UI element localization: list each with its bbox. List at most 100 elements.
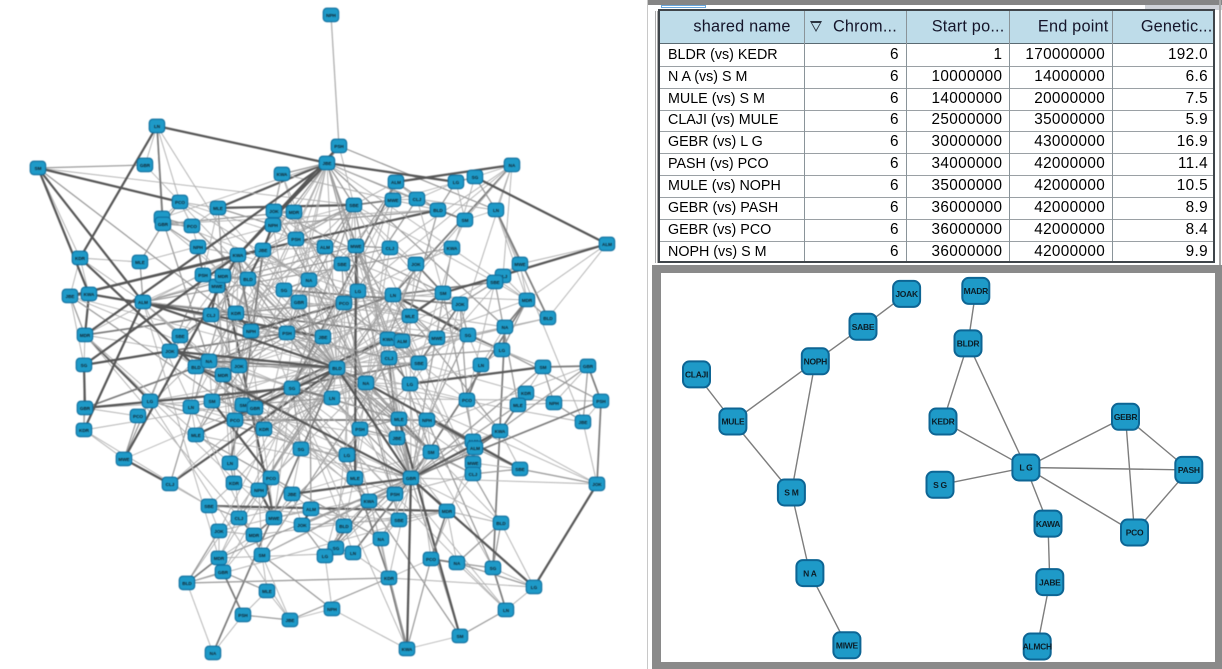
svg-text:MLE: MLE bbox=[394, 417, 404, 422]
svg-text:BLD: BLD bbox=[191, 365, 201, 370]
svg-text:LN: LN bbox=[478, 363, 485, 368]
svg-text:KDR: KDR bbox=[259, 427, 270, 432]
svg-text:SBE: SBE bbox=[175, 334, 184, 339]
svg-text:NPH: NPH bbox=[254, 488, 264, 493]
svg-text:NA: NA bbox=[509, 163, 516, 168]
svg-text:JOK: JOK bbox=[455, 302, 465, 307]
svg-text:SBE: SBE bbox=[490, 280, 499, 285]
svg-text:NPH: NPH bbox=[268, 223, 278, 228]
svg-text:SBE: SBE bbox=[204, 504, 213, 509]
svg-text:CLAJI: CLAJI bbox=[685, 370, 708, 380]
svg-text:SM: SM bbox=[440, 291, 447, 296]
svg-text:MLE: MLE bbox=[191, 433, 201, 438]
svg-text:JBE: JBE bbox=[579, 420, 588, 425]
svg-text:KWA: KWA bbox=[402, 647, 413, 652]
svg-text:MLE: MLE bbox=[213, 206, 223, 211]
svg-text:SBE: SBE bbox=[414, 361, 423, 366]
svg-text:MWE: MWE bbox=[467, 461, 478, 466]
svg-text:LG: LG bbox=[355, 289, 362, 294]
svg-text:LG: LG bbox=[531, 585, 538, 590]
svg-text:MDR: MDR bbox=[80, 333, 91, 338]
svg-text:KWA: KWA bbox=[277, 172, 288, 177]
svg-text:SG: SG bbox=[465, 333, 472, 338]
svg-text:JABE: JABE bbox=[1039, 577, 1061, 587]
svg-text:CLJ: CLJ bbox=[166, 482, 175, 487]
svg-text:LN: LN bbox=[503, 608, 510, 613]
svg-text:BLD: BLD bbox=[543, 316, 553, 321]
svg-text:KWA: KWA bbox=[233, 253, 244, 258]
svg-text:MWE: MWE bbox=[268, 516, 279, 521]
svg-text:PSH: PSH bbox=[282, 331, 292, 336]
svg-text:LN: LN bbox=[350, 551, 357, 556]
svg-text:BLD: BLD bbox=[339, 524, 349, 529]
svg-text:NA: NA bbox=[210, 651, 217, 656]
svg-text:NPH: NPH bbox=[327, 607, 337, 612]
svg-text:NPH: NPH bbox=[246, 329, 256, 334]
svg-text:SBE: SBE bbox=[515, 467, 524, 472]
svg-text:SM: SM bbox=[540, 365, 547, 370]
svg-text:JOK: JOK bbox=[411, 262, 421, 267]
svg-text:GBR: GBR bbox=[583, 364, 594, 369]
svg-text:JBE: JBE bbox=[259, 248, 268, 253]
svg-text:KWA: KWA bbox=[447, 246, 458, 251]
svg-text:NOPH: NOPH bbox=[804, 357, 828, 367]
svg-text:MDR: MDR bbox=[214, 556, 225, 561]
svg-text:JBE: JBE bbox=[288, 492, 297, 497]
svg-text:NA: NA bbox=[454, 561, 461, 566]
svg-text:CLJ: CLJ bbox=[469, 472, 478, 477]
svg-text:SM: SM bbox=[35, 166, 42, 171]
svg-text:JOK: JOK bbox=[269, 209, 279, 214]
svg-text:ALM: ALM bbox=[602, 242, 612, 247]
svg-text:PCO: PCO bbox=[187, 224, 197, 229]
svg-text:ALMCH: ALMCH bbox=[1023, 642, 1052, 652]
svg-text:GBR: GBR bbox=[218, 570, 229, 575]
svg-text:GBR: GBR bbox=[158, 222, 169, 227]
svg-text:JOK: JOK bbox=[297, 523, 307, 528]
svg-text:GBR: GBR bbox=[406, 476, 417, 481]
svg-text:CLJ: CLJ bbox=[413, 197, 422, 202]
svg-text:MLE: MLE bbox=[350, 476, 360, 481]
svg-text:NA: NA bbox=[206, 359, 213, 364]
svg-text:NPH: NPH bbox=[326, 13, 336, 18]
svg-text:MLE: MLE bbox=[405, 314, 415, 319]
svg-text:MWE: MWE bbox=[514, 262, 525, 267]
svg-text:KWA: KWA bbox=[495, 429, 506, 434]
svg-text:NA: NA bbox=[363, 381, 370, 386]
svg-text:MADR: MADR bbox=[964, 286, 988, 296]
svg-text:LG: LG bbox=[147, 399, 154, 404]
svg-text:JBE: JBE bbox=[286, 618, 295, 623]
svg-text:JBE: JBE bbox=[319, 335, 328, 340]
svg-text:JOAK: JOAK bbox=[895, 289, 919, 299]
svg-text:CLJ: CLJ bbox=[235, 516, 244, 521]
svg-text:PSH: PSH bbox=[596, 399, 606, 404]
svg-text:GBR: GBR bbox=[80, 406, 91, 411]
svg-text:SM: SM bbox=[240, 403, 247, 408]
svg-text:MDR: MDR bbox=[249, 533, 260, 538]
svg-text:MDR: MDR bbox=[442, 509, 453, 514]
svg-text:S M: S M bbox=[784, 488, 798, 498]
svg-text:MWE: MWE bbox=[118, 457, 129, 462]
svg-text:JOK: JOK bbox=[234, 364, 244, 369]
svg-text:LG: LG bbox=[499, 348, 506, 353]
svg-text:KDR: KDR bbox=[521, 391, 532, 396]
svg-text:KDR: KDR bbox=[231, 311, 242, 316]
svg-text:BLD: BLD bbox=[496, 521, 506, 526]
svg-text:LG: LG bbox=[344, 453, 351, 458]
svg-text:JOK: JOK bbox=[214, 529, 224, 534]
svg-text:MWE: MWE bbox=[350, 244, 361, 249]
svg-text:SBE: SBE bbox=[337, 262, 346, 267]
svg-text:ALM: ALM bbox=[320, 245, 330, 250]
svg-text:NA: NA bbox=[502, 325, 509, 330]
svg-text:NPH: NPH bbox=[193, 245, 203, 250]
svg-text:ALM: ALM bbox=[397, 339, 407, 344]
svg-text:LN: LN bbox=[154, 124, 161, 129]
svg-text:PCO: PCO bbox=[175, 200, 185, 205]
svg-text:GBR: GBR bbox=[250, 406, 261, 411]
svg-text:SABE: SABE bbox=[852, 322, 875, 332]
svg-text:LN: LN bbox=[188, 405, 195, 410]
svg-text:ALM: ALM bbox=[391, 180, 401, 185]
svg-text:LN: LN bbox=[390, 293, 397, 298]
svg-text:SG: SG bbox=[81, 363, 88, 368]
svg-text:JBE: JBE bbox=[393, 436, 402, 441]
svg-text:SG: SG bbox=[472, 175, 479, 180]
